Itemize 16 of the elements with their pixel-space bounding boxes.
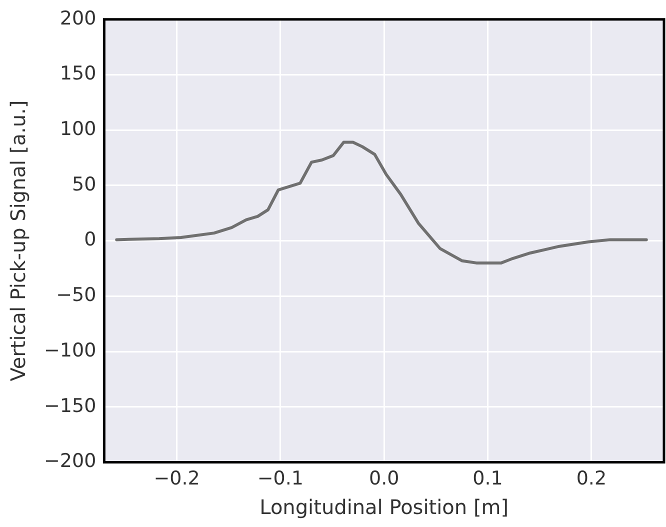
y-tick-label: 150 <box>60 62 96 85</box>
y-tick-label: 50 <box>72 173 96 196</box>
x-axis-title: Longitudinal Position [m] <box>260 495 509 520</box>
y-tick-label: −100 <box>44 339 96 362</box>
y-tick-label: 0 <box>84 228 96 251</box>
y-tick-label: −150 <box>44 394 96 417</box>
y-axis-title: Vertical Pick-up Signal [a.u.] <box>6 100 30 382</box>
y-tick-label: −50 <box>56 284 96 306</box>
x-tick-label: −0.1 <box>257 468 304 490</box>
y-tick-label: 100 <box>60 118 96 140</box>
y-tick-label: 200 <box>60 7 96 30</box>
y-tick-label: −200 <box>44 450 96 472</box>
x-tick-label: 0.2 <box>576 468 607 490</box>
x-tick-label: 0.0 <box>368 468 400 490</box>
x-tick-label: 0.1 <box>472 468 503 490</box>
x-tick-label: −0.2 <box>154 468 200 490</box>
